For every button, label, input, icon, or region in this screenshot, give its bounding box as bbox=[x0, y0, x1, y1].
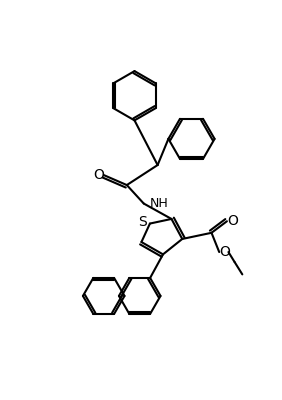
Text: O: O bbox=[227, 214, 238, 228]
Text: O: O bbox=[219, 245, 230, 259]
Text: NH: NH bbox=[150, 197, 169, 210]
Text: S: S bbox=[139, 215, 147, 229]
Text: O: O bbox=[93, 168, 104, 182]
